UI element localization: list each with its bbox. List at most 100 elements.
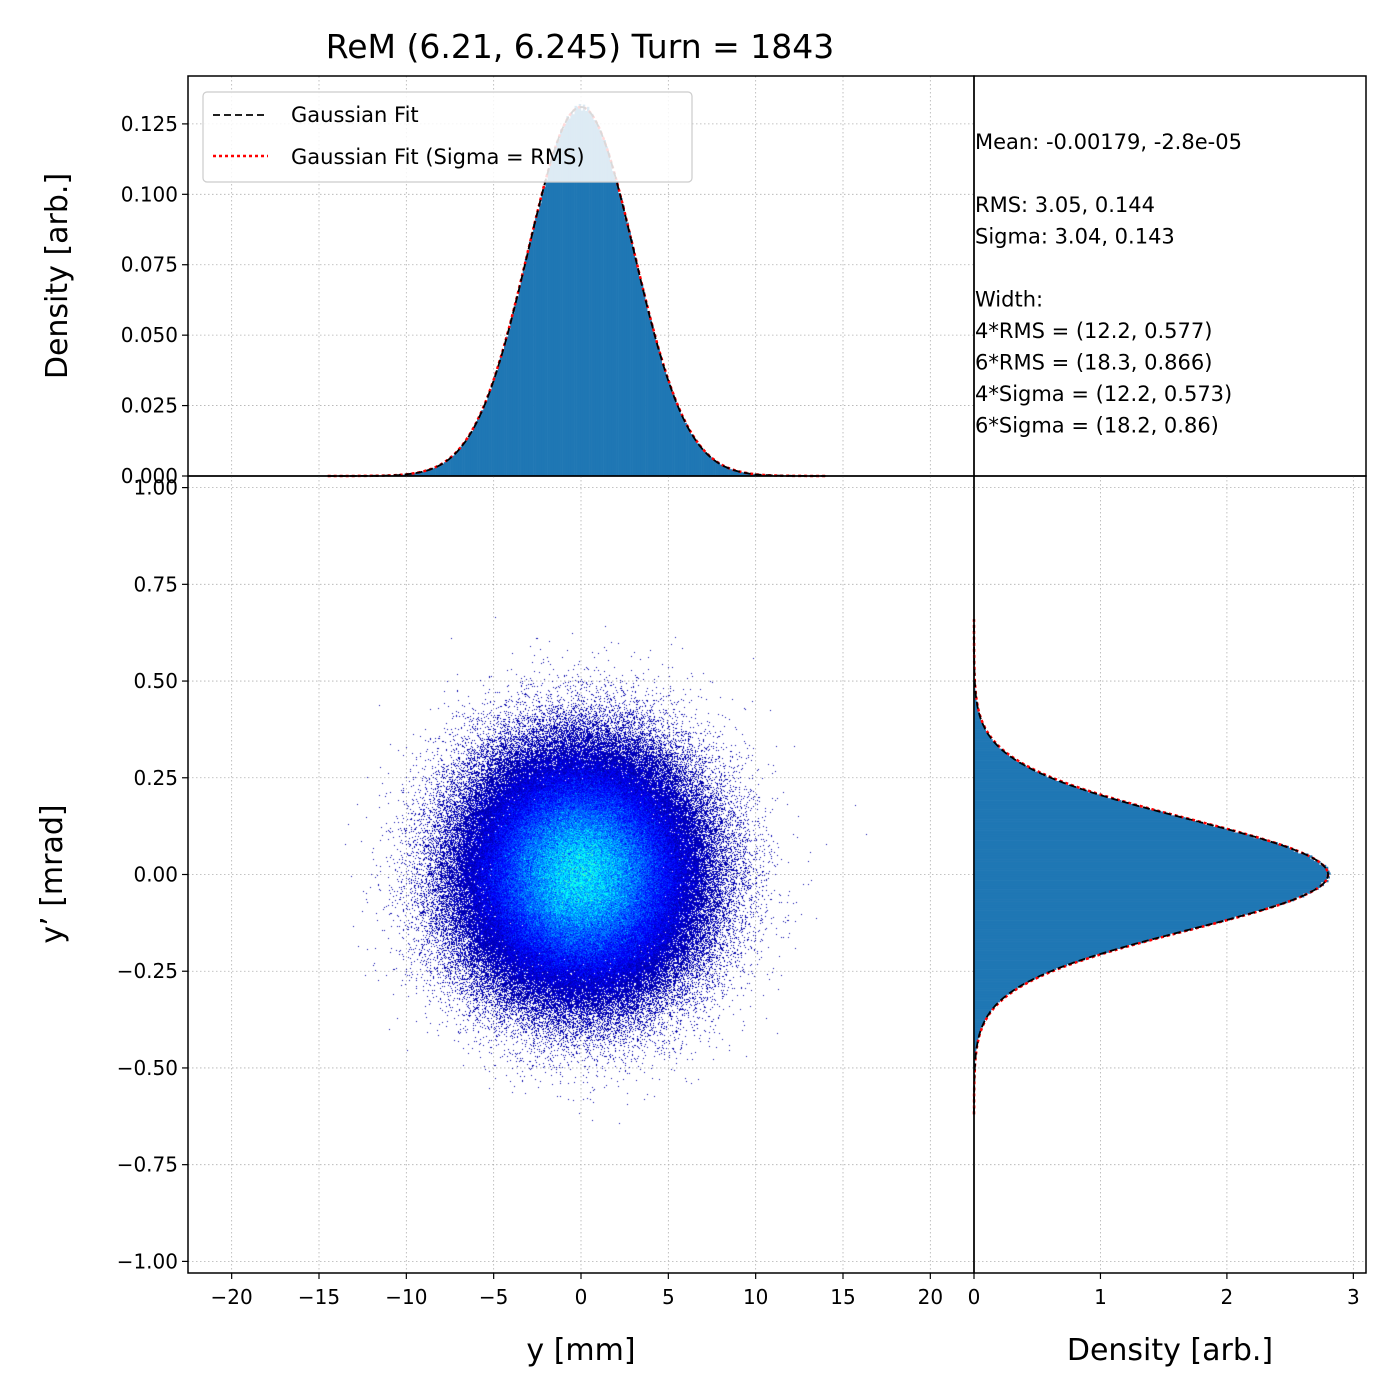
right-histogram-bar — [974, 821, 1198, 824]
right-histogram-bar — [974, 988, 1015, 991]
top-y-axis-label: Density [arb.] — [40, 173, 75, 379]
right-histogram-bar — [974, 904, 1275, 908]
top-histogram-bar — [508, 329, 511, 476]
right-histogram-bar — [974, 796, 1109, 799]
right-histogram-bar — [974, 845, 1289, 849]
top-histogram-bar — [414, 473, 418, 476]
top-histogram-bar — [510, 318, 513, 476]
right-histogram-bar — [974, 781, 1062, 784]
right-histogram-bar — [974, 912, 1252, 915]
top-histogram-bar — [477, 418, 480, 476]
y-tick-label: −0.25 — [117, 959, 178, 983]
right-histogram-bar — [974, 866, 1329, 869]
right-histogram-bar — [974, 803, 1135, 807]
right-histogram-bar — [974, 952, 1104, 955]
right-x-tick-label: 3 — [1347, 1285, 1360, 1309]
right-histogram-bars — [974, 619, 1331, 1115]
x-tick-label: 5 — [662, 1285, 675, 1309]
right-histogram-bar — [974, 994, 1007, 997]
right-histogram-bar — [974, 836, 1254, 839]
right-histogram-bar — [974, 946, 1121, 949]
x-tick-label: 20 — [918, 1285, 943, 1309]
right-histogram-bar — [974, 982, 1025, 986]
top-histogram-bar — [736, 471, 739, 476]
right-histogram-bar — [974, 874, 1328, 877]
top-histogram-bar — [528, 241, 532, 476]
right-histogram-bar — [974, 838, 1261, 841]
right-histogram-bar — [974, 830, 1234, 833]
right-histogram-bar — [974, 790, 1089, 793]
right-histogram-bar — [974, 935, 1163, 938]
top-histogram-bar — [568, 118, 571, 477]
stats-line: 6*Sigma = (18.2, 0.86) — [975, 414, 1219, 438]
top-histogram-bar — [605, 146, 609, 476]
top-histogram-bar — [485, 400, 488, 476]
top-y-tick-label: 0.050 — [121, 323, 178, 347]
top-histogram-bar — [690, 434, 694, 476]
top-histogram-bar — [649, 318, 652, 476]
right-histogram-bar — [974, 954, 1096, 957]
top-histogram-bar — [651, 325, 654, 476]
right-panel-frame — [973, 475, 1367, 1274]
top-histogram-bar — [431, 468, 434, 476]
top-histogram-bar — [425, 470, 428, 476]
right-histogram-bar — [974, 786, 1078, 789]
right-histogram-bar — [974, 746, 1000, 749]
right-histogram-bar — [974, 794, 1102, 797]
top-histogram-bar — [607, 152, 611, 476]
top-histogram-bar — [740, 472, 743, 476]
top-histogram-bar — [535, 216, 538, 476]
top-histogram-bar — [531, 232, 534, 476]
right-histogram-bar — [974, 784, 1073, 788]
x-axis-label: y [mm] — [526, 1333, 635, 1368]
right-histogram-bar — [974, 802, 1129, 805]
top-histogram-bar — [645, 302, 648, 476]
right-histogram-bar — [974, 929, 1188, 932]
right-histogram-bar — [974, 1017, 987, 1020]
top-histogram-bar — [717, 463, 721, 476]
top-histogram-bar — [593, 120, 596, 477]
right-histogram-bar — [974, 872, 1331, 875]
top-histogram-bar — [661, 363, 665, 476]
top-histogram-bar — [576, 106, 580, 476]
right-histogram-bar — [974, 1011, 990, 1014]
top-histogram-bar — [418, 472, 422, 476]
chart-title: ReM (6.21, 6.245) Turn = 1843 — [326, 27, 834, 66]
right-histogram-bar — [974, 1026, 982, 1029]
y-tick-label: 0.25 — [133, 766, 178, 790]
top-histogram-bar — [682, 419, 685, 476]
right-histogram-bar — [974, 737, 991, 740]
right-histogram-bar — [974, 927, 1194, 930]
right-fit-curve — [973, 619, 1329, 1115]
right-histogram-bar — [974, 910, 1256, 913]
x-tick-label: 0 — [575, 1285, 588, 1309]
right-histogram-bar — [974, 788, 1083, 791]
top-histogram-bar — [560, 129, 563, 476]
top-histogram-bar — [412, 473, 416, 476]
right-histogram-bar — [974, 1022, 984, 1026]
right-histogram-bar — [974, 702, 978, 706]
top-histogram-bar — [564, 123, 567, 476]
top-histogram-bar — [582, 104, 586, 476]
right-x-axis-label: Density [arb.] — [1067, 1333, 1273, 1368]
top-histogram-bar — [474, 423, 478, 476]
top-histogram-bar — [628, 231, 631, 476]
top-histogram-bar — [526, 250, 530, 476]
top-histogram-bar — [676, 404, 679, 476]
top-histogram-bar — [667, 383, 671, 476]
top-histogram-bar — [730, 469, 733, 476]
top-histogram-bar — [611, 171, 615, 476]
top-histogram-bar — [599, 130, 602, 476]
top-histogram-bar — [574, 105, 577, 476]
right-histogram-bar — [974, 881, 1322, 885]
right-histogram-bar — [974, 931, 1180, 934]
right-histogram-bar — [974, 758, 1014, 761]
right-histogram-bar — [974, 897, 1296, 900]
top-histogram-bar — [541, 193, 544, 476]
top-histogram-bar — [489, 389, 492, 476]
right-histogram-bar — [974, 1049, 977, 1052]
top-histogram-bar — [495, 370, 499, 476]
top-histogram-bar — [636, 268, 640, 476]
right-histogram-bar — [974, 880, 1329, 883]
right-histogram-bar — [974, 1001, 999, 1005]
